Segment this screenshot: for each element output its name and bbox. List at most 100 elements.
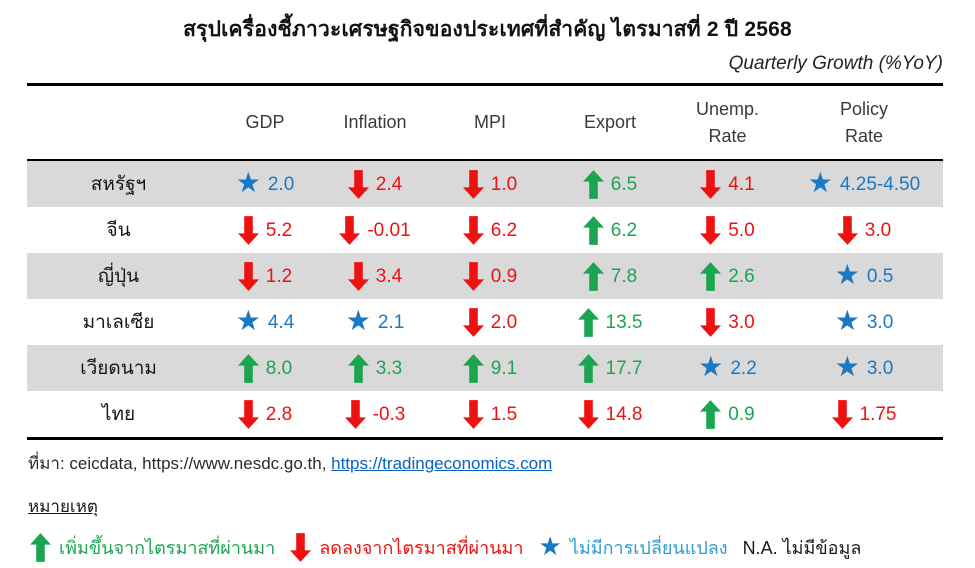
indicator-cell: 1.75 <box>785 391 943 437</box>
indicator-cell: ★ 4.4 <box>210 299 320 345</box>
indicator-cell: 14.8 <box>550 391 670 437</box>
indicator-cell: 3.0 <box>785 207 943 253</box>
country-label: ไทย <box>101 404 136 425</box>
down-arrow-icon <box>344 399 366 429</box>
indicator-cell: 6.2 <box>430 207 550 253</box>
up-arrow-icon <box>30 533 51 562</box>
subtitle: Quarterly Growth (%YoY) <box>728 53 943 74</box>
indicator-cell: 3.4 <box>320 253 430 299</box>
indicator-cell: 5.0 <box>670 207 785 253</box>
legend-item-no-data: N.A. ไม่มีข้อมูล <box>743 533 862 562</box>
column-header-unemp-rate: Unemp. Rate <box>670 86 785 159</box>
country-label: สหรัฐฯ <box>90 174 147 195</box>
down-arrow-icon <box>462 399 484 429</box>
column-header-label: Unemp. <box>695 98 760 119</box>
indicator-value: 0.9 <box>490 265 518 287</box>
column-header-export: Export <box>550 86 670 159</box>
table-row: สหรัฐฯ ★ 2.0 2.4 1.0 6.5 4.1 ★ 4.25-4.50 <box>27 161 943 207</box>
column-header-label-line2: Rate <box>708 125 747 146</box>
indicator-value: 6.5 <box>610 173 638 195</box>
down-arrow-icon <box>462 261 484 291</box>
down-arrow-icon <box>237 215 259 245</box>
indicator-cell: 1.0 <box>430 161 550 207</box>
indicator-table: GDP Inflation MPI Export Unemp. Rate Pol… <box>27 83 943 440</box>
indicator-value: 8.0 <box>265 357 293 379</box>
table-row: เวียดนาม 8.0 3.3 9.1 17.7 ★ 2.2 ★ 3.0 <box>27 345 943 391</box>
indicator-value: 3.3 <box>375 357 403 379</box>
down-arrow-icon <box>577 399 599 429</box>
legend-item-no-change: ★ ไม่มีการเปลี่ยนแปลง <box>538 533 727 562</box>
column-header-label-line2: Rate <box>844 125 884 146</box>
indicator-value: 7.8 <box>610 265 638 287</box>
indicator-value: 4.4 <box>267 311 295 333</box>
legend-item-increase: เพิ่มขึ้นจากไตรมาสที่ผ่านมา <box>30 533 275 562</box>
indicator-value: 1.0 <box>490 173 518 195</box>
indicator-cell: 8.0 <box>210 345 320 391</box>
legend-item-decrease: ลดลงจากไตรมาสที่ผ่านมา <box>290 533 523 562</box>
down-arrow-icon <box>462 169 484 199</box>
indicator-value: 3.0 <box>864 219 892 241</box>
indicator-value: 4.1 <box>728 173 755 195</box>
up-arrow-icon <box>577 307 599 337</box>
source-link[interactable]: https://tradingeconomics.com <box>331 454 553 473</box>
down-arrow-icon <box>462 215 484 245</box>
up-arrow-icon <box>700 399 722 429</box>
indicator-value: 13.5 <box>605 311 643 333</box>
indicator-cell: 5.2 <box>210 207 320 253</box>
indicator-cell: 4.1 <box>670 161 785 207</box>
up-arrow-icon <box>237 353 259 383</box>
up-arrow-icon <box>700 261 722 291</box>
indicator-value: 0.5 <box>866 265 894 287</box>
star-icon: ★ <box>834 305 860 336</box>
down-arrow-icon <box>831 399 853 429</box>
indicator-value: 17.7 <box>605 357 643 379</box>
down-arrow-icon <box>700 307 722 337</box>
up-arrow-icon <box>30 533 51 562</box>
indicator-value: 14.8 <box>605 403 643 425</box>
column-header-label: Policy <box>839 98 888 119</box>
legend-label-no-data: N.A. ไม่มีข้อมูล <box>742 538 862 558</box>
table-header-row: GDP Inflation MPI Export Unemp. Rate Pol… <box>27 86 943 161</box>
star-icon: ★ <box>834 259 860 290</box>
star-icon: ★ <box>235 167 261 198</box>
indicator-cell: 3.3 <box>320 345 430 391</box>
indicator-cell: 9.1 <box>430 345 550 391</box>
star-icon: ★ <box>345 305 371 336</box>
indicator-cell: 6.5 <box>550 161 670 207</box>
down-arrow-icon <box>237 261 259 291</box>
country-label: จีน <box>106 220 131 241</box>
down-arrow-icon <box>237 399 259 429</box>
down-arrow-icon <box>700 215 722 245</box>
indicator-cell: ★ 2.2 <box>670 345 785 391</box>
indicator-cell: 6.2 <box>550 207 670 253</box>
legend-label-decrease: ลดลงจากไตรมาสที่ผ่านมา <box>319 538 524 558</box>
indicator-cell: 13.5 <box>550 299 670 345</box>
indicator-value: 3.0 <box>728 311 755 333</box>
up-arrow-icon <box>577 353 599 383</box>
table-row: จีน 5.2 -0.01 6.2 6.2 5.0 3.0 <box>27 207 943 253</box>
column-header-gdp: GDP <box>210 86 320 159</box>
indicator-cell: ★ 3.0 <box>785 299 943 345</box>
indicator-cell: ★ 0.5 <box>785 253 943 299</box>
indicator-value: 2.1 <box>377 311 405 333</box>
indicator-value: 1.5 <box>490 403 518 425</box>
legend: เพิ่มขึ้นจากไตรมาสที่ผ่านมา ลดลงจากไตรมา… <box>30 533 975 562</box>
indicator-value: 2.2 <box>730 357 757 379</box>
indicator-cell: 3.0 <box>670 299 785 345</box>
table-body: สหรัฐฯ ★ 2.0 2.4 1.0 6.5 4.1 ★ 4.25-4.50 จีน 5.2 -0… <box>27 161 943 437</box>
up-arrow-icon <box>582 169 604 199</box>
indicator-cell: 7.8 <box>550 253 670 299</box>
star-icon: ★ <box>834 351 860 382</box>
down-arrow-icon <box>347 261 369 291</box>
indicator-value: 4.25-4.50 <box>839 173 921 195</box>
country-label: เวียดนาม <box>80 358 157 379</box>
indicator-value: 2.6 <box>728 265 755 287</box>
column-header-label: MPI <box>473 112 506 132</box>
indicator-value: 2.0 <box>267 173 295 195</box>
column-header-label: GDP <box>245 112 285 132</box>
table-row: ญี่ปุ่น 1.2 3.4 0.9 7.8 2.6 ★ 0.5 <box>27 253 943 299</box>
table-row: ไทย 2.8 -0.3 1.5 14.8 0.9 1.75 <box>27 391 943 437</box>
country-label: ญี่ปุ่น <box>97 266 140 287</box>
down-arrow-icon <box>700 169 722 199</box>
